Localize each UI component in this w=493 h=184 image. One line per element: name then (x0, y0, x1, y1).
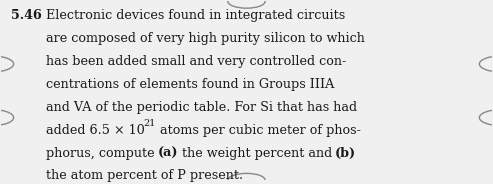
Text: Electronic devices found in integrated circuits: Electronic devices found in integrated c… (42, 9, 345, 22)
Text: are composed of very high purity silicon to which: are composed of very high purity silicon… (45, 32, 364, 45)
Text: centrations of elements found in Groups IIIA: centrations of elements found in Groups … (45, 78, 334, 91)
Text: atoms per cubic meter of phos-: atoms per cubic meter of phos- (156, 124, 361, 137)
Text: 21: 21 (143, 119, 156, 128)
Text: 5.46: 5.46 (11, 9, 42, 22)
Text: (b): (b) (335, 147, 356, 160)
Text: the atom percent of P present.: the atom percent of P present. (45, 169, 243, 183)
Text: and VA of the periodic table. For Si that has had: and VA of the periodic table. For Si tha… (45, 101, 356, 114)
Text: added 6.5 × 10: added 6.5 × 10 (45, 124, 144, 137)
Text: (a): (a) (157, 147, 178, 160)
Text: has been added small and very controlled con-: has been added small and very controlled… (45, 55, 346, 68)
Text: the weight percent and: the weight percent and (178, 147, 336, 160)
Text: phorus, compute: phorus, compute (45, 147, 158, 160)
